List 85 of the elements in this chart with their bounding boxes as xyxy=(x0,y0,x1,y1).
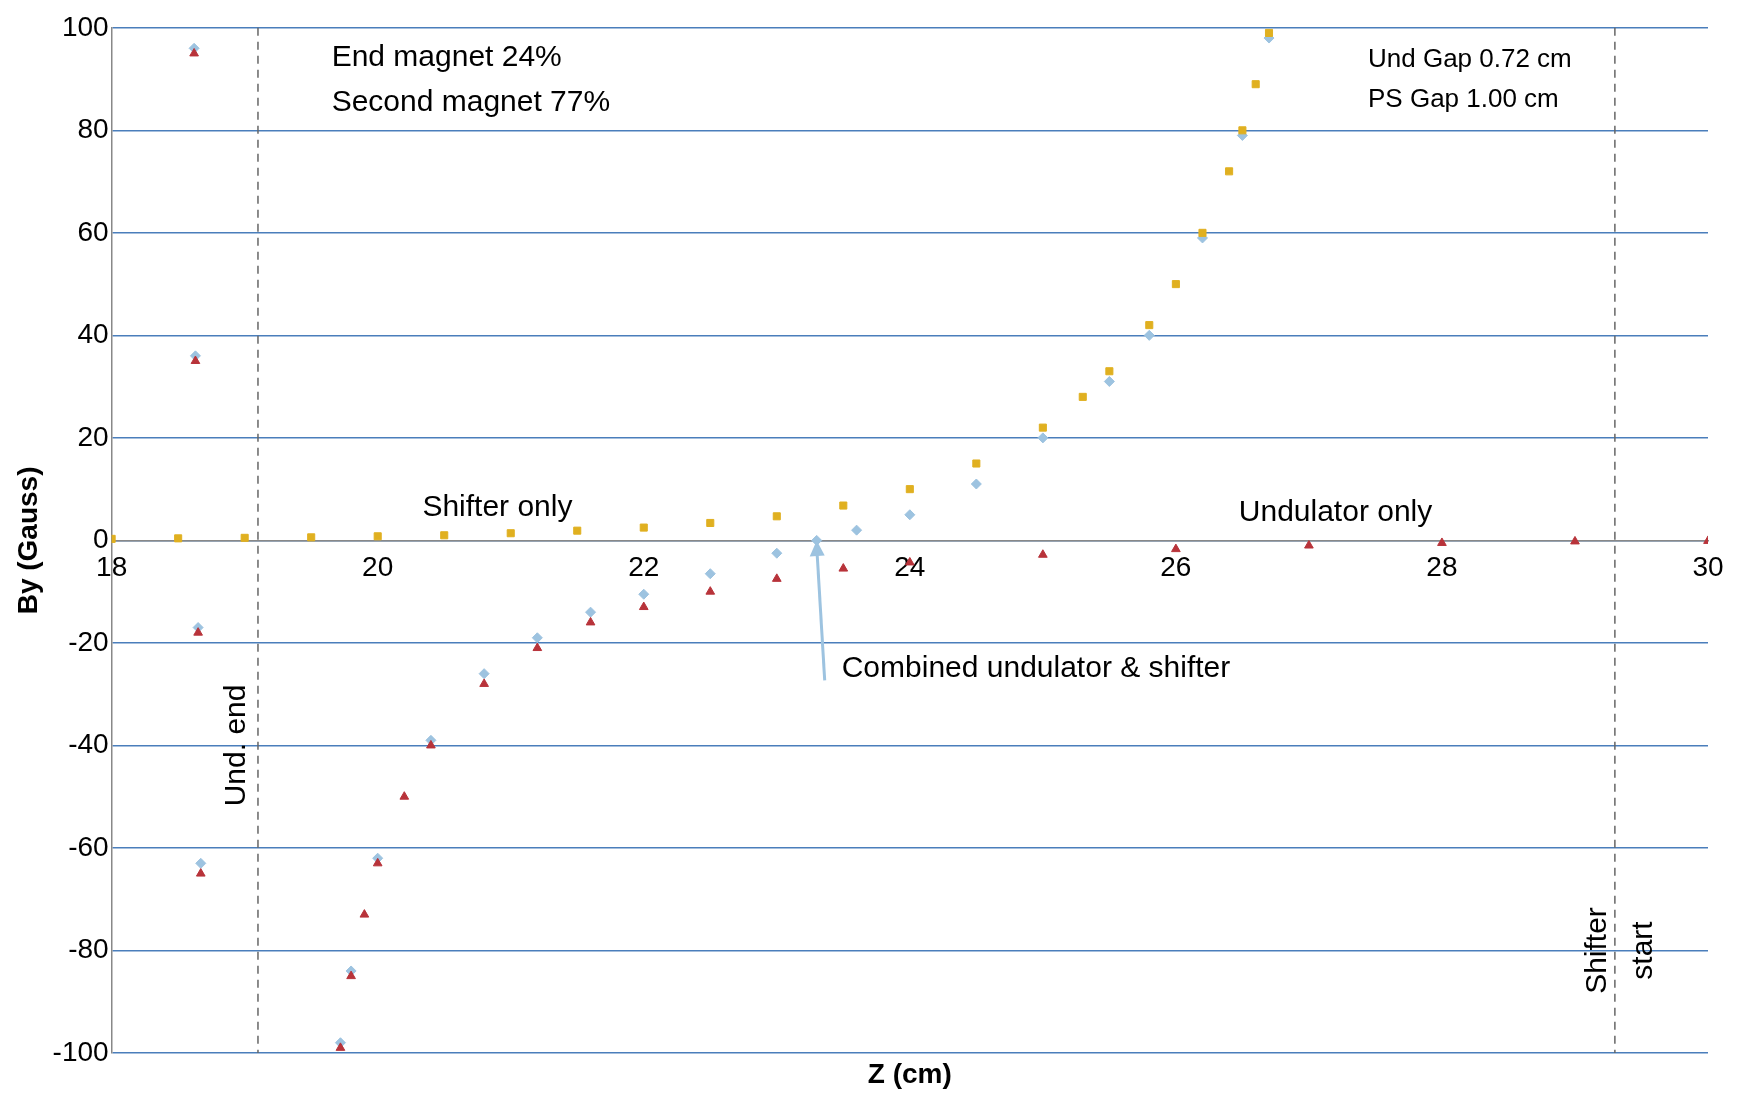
x-tick-label: 24 xyxy=(894,550,926,582)
x-tick-label: 30 xyxy=(1692,550,1724,582)
y-tick-label: -20 xyxy=(68,625,109,657)
point xyxy=(1264,28,1274,37)
point xyxy=(706,518,715,528)
point xyxy=(585,616,596,626)
point xyxy=(240,533,249,542)
point xyxy=(904,509,916,521)
point xyxy=(174,534,183,543)
y-tick-label: 100 xyxy=(61,10,109,42)
y-tick-label: 40 xyxy=(77,318,109,350)
point xyxy=(905,485,914,494)
point xyxy=(970,478,982,490)
ref-line-label: Shifter start xyxy=(1579,907,1659,994)
point xyxy=(573,526,582,535)
point xyxy=(1198,228,1207,237)
point xyxy=(307,533,316,542)
series-label: Undulator only xyxy=(1238,493,1433,527)
point xyxy=(346,970,356,980)
point xyxy=(839,501,848,510)
annotation: End magnet 24% xyxy=(331,39,562,73)
point xyxy=(1037,432,1049,444)
x-axis-title: Z (cm) xyxy=(867,1057,952,1089)
point xyxy=(1171,543,1181,553)
point xyxy=(195,857,207,869)
series-label: Shifter only xyxy=(422,488,573,522)
point xyxy=(638,601,649,611)
point xyxy=(1171,280,1180,289)
point xyxy=(335,1042,346,1051)
point xyxy=(771,573,782,582)
y-tick-label: 20 xyxy=(77,420,109,452)
x-tick-label: 22 xyxy=(628,550,660,582)
point xyxy=(585,606,597,618)
point xyxy=(1251,80,1260,89)
point xyxy=(639,523,648,532)
point xyxy=(1145,321,1154,330)
point xyxy=(193,627,203,636)
point xyxy=(190,355,201,364)
point xyxy=(1143,329,1155,341)
point xyxy=(638,588,650,600)
point xyxy=(772,512,781,521)
point xyxy=(189,47,199,57)
point xyxy=(506,529,515,538)
point xyxy=(1225,167,1234,176)
point xyxy=(479,678,489,687)
point xyxy=(1304,540,1314,549)
point xyxy=(851,524,863,536)
point xyxy=(704,568,716,580)
x-tick-label: 20 xyxy=(362,550,394,582)
point xyxy=(399,791,410,800)
point xyxy=(1437,537,1447,546)
x-tick-label: 26 xyxy=(1160,550,1192,582)
point xyxy=(1105,367,1114,376)
point xyxy=(705,586,716,595)
point xyxy=(195,868,206,877)
point xyxy=(1570,535,1580,545)
y-tick-label: -60 xyxy=(68,830,109,862)
point xyxy=(440,531,449,540)
annotation: PS Gap 1.00 cm xyxy=(1368,83,1559,114)
point xyxy=(1078,392,1087,401)
point xyxy=(532,642,543,652)
y-tick-label: -100 xyxy=(52,1035,109,1067)
y-tick-label: -80 xyxy=(68,933,109,965)
annotation: Second magnet 77% xyxy=(331,84,611,118)
point xyxy=(1103,375,1115,387)
point xyxy=(1238,126,1247,135)
point xyxy=(1038,549,1048,558)
point xyxy=(373,532,382,541)
point xyxy=(372,857,383,867)
y-axis-title: By (Gauss) xyxy=(11,466,43,615)
point xyxy=(1038,423,1047,432)
ref-line-label: Und. end xyxy=(218,684,252,807)
point xyxy=(478,668,490,680)
point xyxy=(531,632,543,644)
y-tick-label: 80 xyxy=(77,113,109,145)
y-tick-label: 60 xyxy=(77,215,109,247)
annotation: Und Gap 0.72 cm xyxy=(1368,43,1572,74)
point xyxy=(426,739,436,749)
text: Combined undulator & shifter xyxy=(841,649,1231,683)
point xyxy=(972,459,981,468)
point xyxy=(838,563,849,572)
y-tick-label: -40 xyxy=(68,728,109,760)
point xyxy=(359,909,370,918)
x-tick-label: 28 xyxy=(1426,550,1458,582)
point xyxy=(771,547,783,559)
